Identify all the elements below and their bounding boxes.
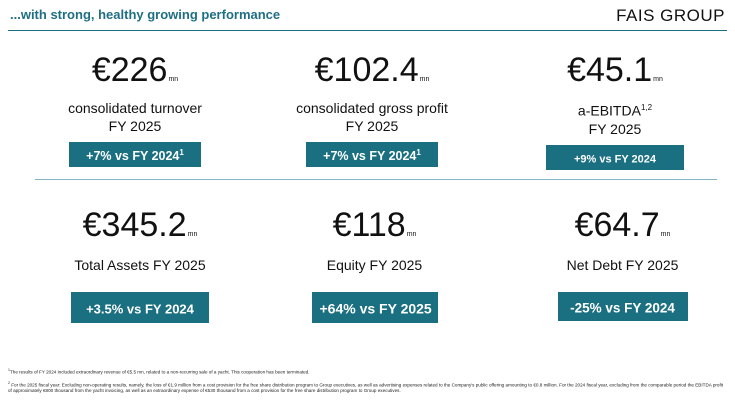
kpi-sublabel: FY 2025	[108, 118, 162, 134]
kpi-unit: mn	[187, 231, 198, 238]
page-title: ...with strong, healthy growing performa…	[10, 7, 281, 22]
section-divider	[35, 179, 717, 180]
kpi-change-badge: +64% vs FY 2025	[311, 292, 438, 323]
kpi-change-badge: +7% vs FY 20241	[69, 142, 201, 168]
kpi-label: consolidated gross profit	[296, 100, 448, 116]
kpi-sublabel: FY 2025	[588, 120, 642, 137]
kpi-unit: mn	[660, 231, 671, 238]
kpi-unit: mn	[419, 76, 430, 83]
header-divider	[8, 30, 727, 31]
kpi-sublabel: FY 2025	[345, 118, 399, 134]
footnote: 1The results of FY 2024 included extraor…	[8, 368, 310, 375]
kpi-value: €45.1mn	[567, 51, 663, 89]
kpi-unit: mn	[168, 76, 179, 83]
kpi-label: consolidated turnover	[68, 100, 202, 116]
kpi-equity: €118mn Equity FY 2025 +64% vs FY 2025	[292, 207, 457, 323]
kpi-label: a-EBITDA1,2	[577, 102, 653, 119]
kpi-change-badge: -25% vs FY 2024	[557, 292, 688, 321]
kpi-value: €64.7mn	[574, 206, 671, 244]
kpi-label: Net Debt FY 2025	[566, 257, 679, 273]
kpi-value: €118mn	[332, 206, 417, 244]
brand-logo: FAIS GROUP	[616, 6, 725, 25]
kpi-label: Total Assets FY 2025	[74, 257, 206, 273]
kpi-value: €102.4mn	[314, 51, 430, 89]
kpi-turnover: €226mn consolidated turnover FY 2025 +7%…	[55, 51, 215, 168]
kpi-gross-profit: €102.4mn consolidated gross profit FY 20…	[272, 51, 472, 168]
kpi-value: €345.2mn	[82, 206, 198, 244]
kpi-label: Equity FY 2025	[326, 257, 423, 273]
kpi-change-badge: +9% vs FY 2024	[546, 144, 684, 171]
kpi-change-badge: +7% vs FY 20241	[306, 142, 438, 168]
kpi-unit: mn	[653, 76, 663, 83]
footnote: 2 For the 2025 fiscal year: Excluding no…	[8, 381, 724, 394]
kpi-net-debt: €64.7mn Net Debt FY 2025 -25% vs FY 2024	[540, 207, 705, 321]
kpi-change-badge: +3.5% vs FY 2024	[71, 292, 209, 324]
kpi-value: €226mn	[91, 51, 179, 89]
kpi-unit: mn	[406, 231, 417, 238]
kpi-total-assets: €345.2mn Total Assets FY 2025 +3.5% vs F…	[55, 206, 225, 324]
kpi-a-ebitda: €45.1mn a-EBITDA1,2 FY 2025 +9% vs FY 20…	[535, 51, 695, 171]
